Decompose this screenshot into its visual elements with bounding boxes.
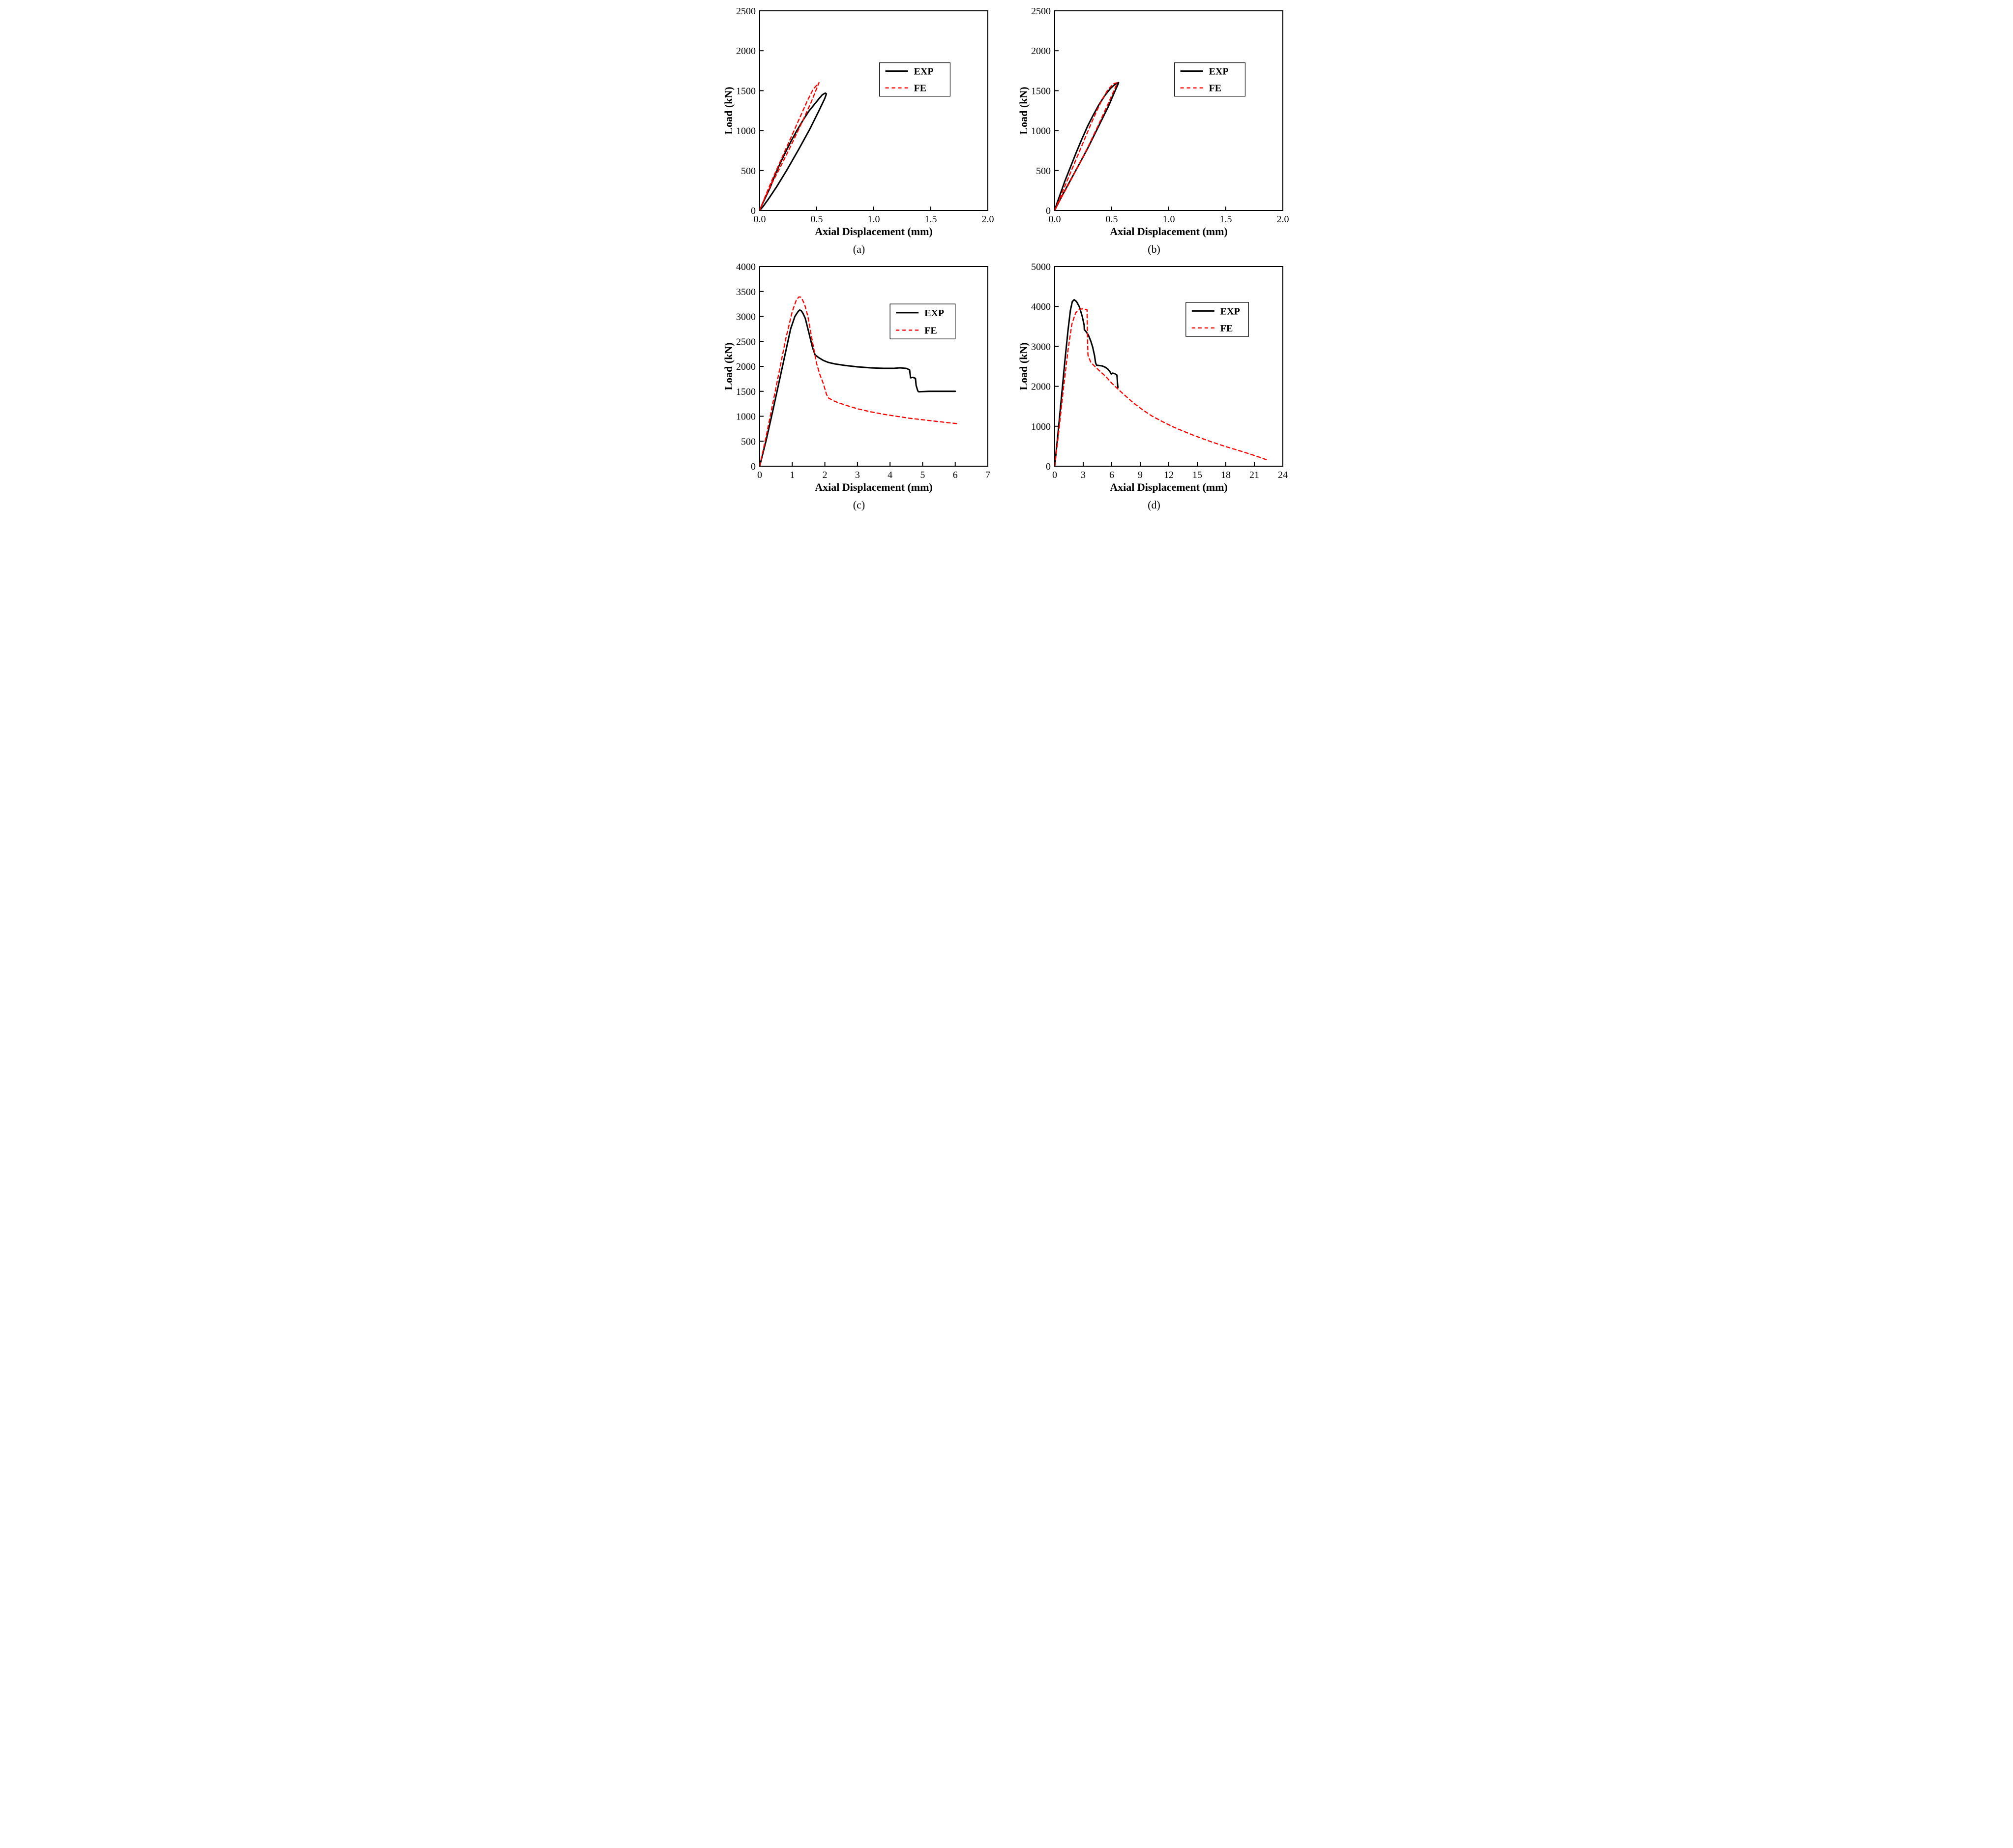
svg-text:1.5: 1.5 — [925, 214, 937, 225]
svg-text:1500: 1500 — [736, 387, 756, 397]
svg-text:5000: 5000 — [1031, 262, 1051, 272]
svg-text:15: 15 — [1192, 470, 1202, 480]
svg-text:6: 6 — [1109, 470, 1114, 480]
svg-text:FE: FE — [1209, 83, 1222, 94]
svg-text:Load (kN): Load (kN) — [722, 87, 735, 134]
svg-text:4000: 4000 — [1031, 301, 1051, 312]
svg-text:0: 0 — [751, 461, 756, 472]
svg-text:0.5: 0.5 — [811, 214, 823, 225]
svg-text:4000: 4000 — [736, 262, 756, 272]
svg-text:0.5: 0.5 — [1106, 214, 1118, 225]
svg-text:500: 500 — [1036, 166, 1051, 177]
svg-text:3000: 3000 — [1031, 341, 1051, 352]
panel-b: 0.00.51.01.52.005001000150020002500Axial… — [1014, 5, 1294, 256]
svg-text:FE: FE — [924, 325, 937, 336]
svg-text:1500: 1500 — [1031, 86, 1051, 96]
svg-text:2.0: 2.0 — [982, 214, 994, 225]
svg-text:1000: 1000 — [736, 126, 756, 137]
svg-text:2.0: 2.0 — [1277, 214, 1289, 225]
svg-text:3: 3 — [1081, 470, 1086, 480]
chart-d: 0 3 6 9 12 15 18 21 24 0 1000 2000 3000 4000 5000 Axial… — [1016, 261, 1292, 497]
svg-text:12: 12 — [1164, 470, 1174, 480]
chart-c: 0 1 2 3 4 5 6 7 0 500 1000 1500 2000 2500 3000 3500 4000… — [721, 261, 997, 497]
caption-d: (d) — [1148, 499, 1160, 511]
svg-text:EXP: EXP — [924, 308, 944, 319]
svg-text:500: 500 — [741, 436, 756, 447]
svg-text:1500: 1500 — [736, 86, 756, 96]
svg-text:1.0: 1.0 — [868, 214, 880, 225]
svg-text:5: 5 — [920, 470, 925, 480]
svg-text:1: 1 — [790, 470, 795, 480]
svg-text:FE: FE — [1220, 323, 1233, 334]
svg-text:2000: 2000 — [1031, 46, 1051, 57]
svg-text:24: 24 — [1278, 470, 1288, 480]
svg-text:Load (kN): Load (kN) — [722, 342, 735, 390]
svg-text:3500: 3500 — [736, 287, 756, 298]
svg-text:4: 4 — [888, 470, 892, 480]
svg-text:18: 18 — [1221, 470, 1231, 480]
svg-text:1.5: 1.5 — [1220, 214, 1232, 225]
svg-text:2000: 2000 — [736, 361, 756, 372]
svg-text:1.0: 1.0 — [1163, 214, 1175, 225]
svg-text:FE: FE — [914, 83, 927, 94]
svg-text:1000: 1000 — [1031, 421, 1051, 432]
svg-text:EXP: EXP — [1220, 306, 1240, 317]
svg-text:1000: 1000 — [736, 412, 756, 422]
svg-text:Axial Displacement (mm): Axial Displacement (mm) — [1110, 225, 1228, 238]
caption-a: (a) — [853, 243, 865, 256]
svg-text:Axial Displacement (mm): Axial Displacement (mm) — [815, 225, 933, 238]
svg-text:2000: 2000 — [1031, 382, 1051, 392]
svg-text:Axial Displacement (mm): Axial Displacement (mm) — [815, 481, 933, 493]
caption-c: (c) — [853, 499, 865, 511]
svg-text:0: 0 — [1046, 206, 1051, 216]
figure-grid: 0.00.51.01.52.005001000150020002500Axial… — [719, 0, 1294, 521]
svg-text:1000: 1000 — [1031, 126, 1051, 137]
svg-text:2500: 2500 — [1031, 6, 1051, 17]
svg-text:Load (kN): Load (kN) — [1017, 342, 1030, 390]
svg-text:7: 7 — [985, 470, 990, 480]
svg-text:EXP: EXP — [1209, 66, 1229, 77]
svg-text:Axial Displacement (mm): Axial Displacement (mm) — [1110, 481, 1228, 493]
svg-text:2500: 2500 — [736, 336, 756, 347]
svg-text:3000: 3000 — [736, 312, 756, 323]
svg-text:2500: 2500 — [736, 6, 756, 17]
panel-d: 0 3 6 9 12 15 18 21 24 0 1000 2000 3000 4000 5000 Axial… — [1014, 261, 1294, 511]
panel-a: 0.00.51.01.52.005001000150020002500Axial… — [719, 5, 999, 256]
panel-c: 0 1 2 3 4 5 6 7 0 500 1000 1500 2000 2500 3000 3500 4000… — [719, 261, 999, 511]
svg-text:0: 0 — [1052, 470, 1057, 480]
svg-text:EXP: EXP — [914, 66, 934, 77]
caption-b: (b) — [1148, 243, 1160, 256]
svg-text:0: 0 — [1046, 461, 1051, 472]
svg-text:500: 500 — [741, 166, 756, 177]
svg-text:0: 0 — [751, 206, 756, 216]
svg-text:Load (kN): Load (kN) — [1017, 87, 1030, 134]
svg-text:6: 6 — [953, 470, 958, 480]
chart-a: 0.00.51.01.52.005001000150020002500Axial… — [721, 5, 997, 241]
svg-text:2000: 2000 — [736, 46, 756, 57]
svg-text:3: 3 — [855, 470, 860, 480]
svg-text:21: 21 — [1249, 470, 1259, 480]
chart-b: 0.00.51.01.52.005001000150020002500Axial… — [1016, 5, 1292, 241]
svg-text:9: 9 — [1138, 470, 1143, 480]
svg-text:0: 0 — [757, 470, 762, 480]
svg-text:2: 2 — [823, 470, 828, 480]
